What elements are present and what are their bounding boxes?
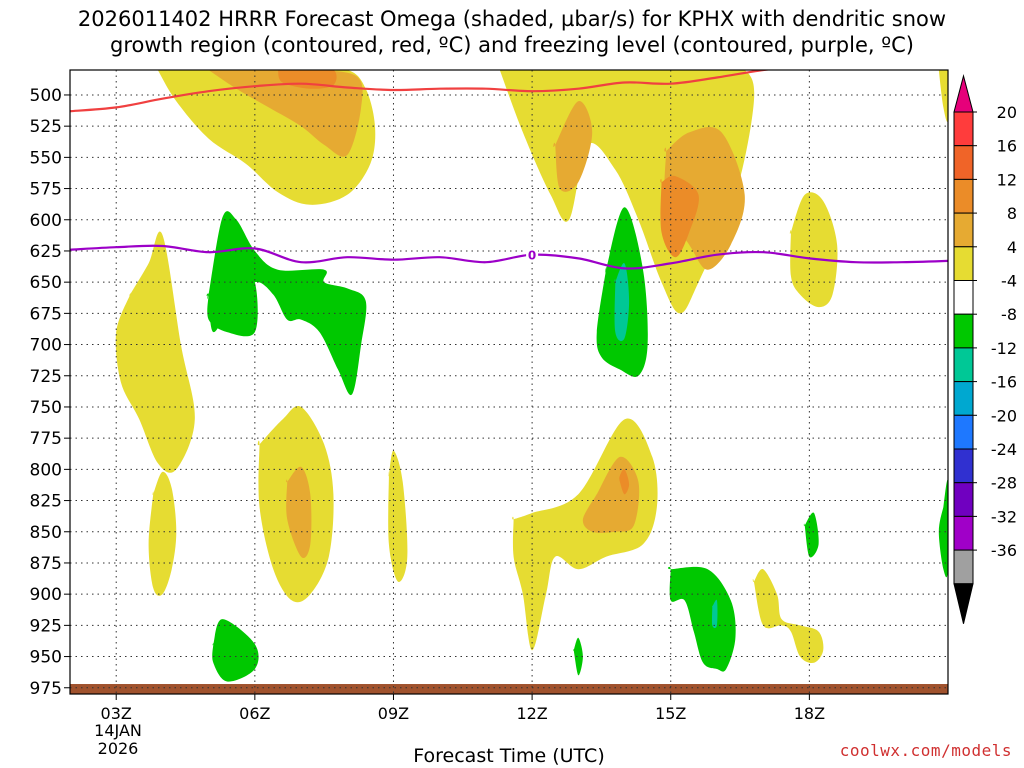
omega-region-right-small-yellow <box>752 568 824 664</box>
omega-region-green-center-core <box>614 263 630 342</box>
omega-region-small-9z <box>388 450 408 582</box>
omega-region-mid-left-bump-core <box>286 466 312 559</box>
omega-region-center-low <box>512 418 658 651</box>
x-tick-label-12Z: 12Z <box>516 704 547 723</box>
colorbar-label-10: -24 <box>991 440 1017 459</box>
freezing-level-label: 0 <box>528 249 536 263</box>
omega-region-green-950 <box>212 619 259 682</box>
colorbar-swatch-5 <box>953 280 974 315</box>
colorbar-label-1: 16 <box>997 137 1017 156</box>
omega-region-green-right-low <box>667 566 736 672</box>
omega-region-center-low-peak <box>619 469 630 495</box>
title-line-2: growth region (contoured, red, ºC) and f… <box>110 33 914 57</box>
colorbar-label-0: 20 <box>997 103 1017 122</box>
colorbar-swatch-3 <box>953 212 974 248</box>
colorbar-top-arrow <box>953 74 974 113</box>
y-tick-label-750: 750 <box>30 398 62 418</box>
title-line-1: 2026011402 HRRR Forecast Omega (shaded, … <box>77 7 947 31</box>
dgz-contour-line <box>70 70 773 113</box>
colorbar-label-6: -8 <box>1001 305 1017 324</box>
y-tick-label-550: 550 <box>30 148 62 168</box>
plot-frame <box>69 69 949 695</box>
ground-fill <box>70 684 948 694</box>
y-tick-label-525: 525 <box>30 117 62 137</box>
freezing-label-bg <box>526 246 539 262</box>
x-axis-label-text: Forecast Time (UTC) <box>413 745 605 767</box>
colorbar-label-2: 12 <box>997 170 1017 189</box>
colorbar-swatch-1 <box>953 145 974 180</box>
colorbar-label-7: -12 <box>991 339 1017 358</box>
colorbar-swatch-9 <box>953 414 974 450</box>
y-tick-label-875: 875 <box>30 554 62 574</box>
y-tick-label-950: 950 <box>30 648 62 668</box>
y-tick-label-775: 775 <box>30 429 62 449</box>
omega-region-left-low <box>148 471 177 596</box>
y-tick-label-800: 800 <box>30 460 62 480</box>
x-tick-label-15Z: 15Z <box>655 704 686 723</box>
y-tick-label-700: 700 <box>30 336 62 356</box>
omega-region-tiny-green-13z <box>573 637 583 676</box>
colorbar-bottom-arrow <box>953 583 974 624</box>
omega-region-left-mid <box>115 231 195 473</box>
y-tick-label-975: 975 <box>30 679 62 699</box>
colorbar-swatch-8 <box>953 381 974 416</box>
omega-region-green-upper-left-lower <box>206 269 258 337</box>
colorbar-label-9: -20 <box>991 406 1017 425</box>
y-tick-label-725: 725 <box>30 367 62 387</box>
omega-region-green-right-small <box>803 512 819 558</box>
axes: 500 525 550 575 600 625 650 675 700 725 750 775 800 8… <box>30 69 949 723</box>
colorbar: 20 16 12 8 4 -4 -8 -12 -16 -20 -24 -28 -32 -36 <box>953 74 1017 624</box>
omega-region-yellow-far-right-top <box>938 70 948 122</box>
contour-lines: 0 <box>70 70 948 270</box>
colorbar-label-12: -32 <box>991 507 1017 526</box>
x-tick-label-09Z: 09Z <box>378 704 409 723</box>
omega-region-mid-right-peak <box>660 175 699 258</box>
omega-region-green-right-low-core <box>711 599 718 629</box>
y-tick-label-625: 625 <box>30 242 62 262</box>
colorbar-swatch-11 <box>953 482 974 517</box>
colorbar-label-11: -28 <box>991 474 1017 493</box>
y-tick-label-650: 650 <box>30 273 62 293</box>
credit-text: coolwx.com/models <box>839 741 1012 760</box>
colorbar-swatch-4 <box>953 246 974 282</box>
x-tick-label-06Z: 06Z <box>239 704 270 723</box>
y-tick-label-675: 675 <box>30 304 62 324</box>
y-tick-label-925: 925 <box>30 616 62 636</box>
date-line-1: 14JAN <box>94 721 142 740</box>
ground-strip <box>70 684 948 694</box>
colorbar-label-8: -16 <box>991 373 1017 392</box>
colorbar-label-4: 4 <box>1007 238 1017 257</box>
date-line-2: 2026 <box>97 739 139 758</box>
colorbar-label-13: -36 <box>991 541 1017 560</box>
colorbar-label-3: 8 <box>1007 204 1017 223</box>
colorbar-swatch-12 <box>953 515 974 551</box>
omega-region-right-upper <box>789 192 838 308</box>
colorbar-swatch-2 <box>953 178 974 214</box>
y-tick-label-500: 500 <box>30 86 62 106</box>
x-tick-label-03Z: 03Z <box>101 704 132 723</box>
omega-region-green-upper-left <box>207 211 367 396</box>
omega-shading <box>115 70 948 682</box>
chart-title: 2026011402 HRRR Forecast Omega (shaded, … <box>0 6 1024 58</box>
omega-region-upper-left-core <box>208 70 363 157</box>
omega-region-green-far-right <box>938 479 948 578</box>
colorbar-label-5: -4 <box>1001 272 1017 291</box>
colorbar-swatch-6 <box>953 313 974 349</box>
y-tick-label-850: 850 <box>30 523 62 543</box>
y-tick-label-825: 825 <box>30 492 62 512</box>
colorbar-swatch-7 <box>953 347 974 383</box>
x-axis-label: Forecast Time (UTC) <box>0 745 1024 767</box>
colorbar-swatch-10 <box>953 448 974 484</box>
y-tick-label-575: 575 <box>30 180 62 200</box>
colorbar-swatch-13 <box>953 549 974 585</box>
date-label: 14JAN 2026 <box>92 722 144 758</box>
y-tick-label-900: 900 <box>30 585 62 605</box>
y-tick-label-600: 600 <box>30 211 62 231</box>
omega-region-upper-center-core <box>553 101 593 192</box>
x-tick-label-18Z: 18Z <box>794 704 825 723</box>
grid-lines <box>70 70 948 694</box>
freezing-level-line <box>70 244 948 270</box>
colorbar-swatch-0 <box>953 111 974 147</box>
